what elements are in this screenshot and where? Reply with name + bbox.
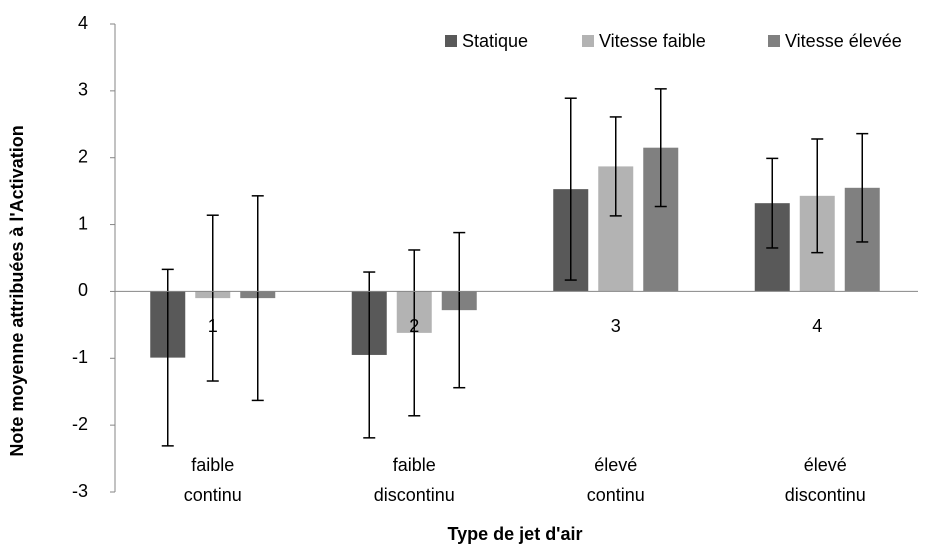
category-annotation: faible [393, 455, 436, 475]
x-tick-label: 3 [611, 316, 621, 336]
legend-swatch [445, 35, 457, 47]
category-annotation: continu [587, 485, 645, 505]
y-tick-label: 2 [78, 146, 88, 166]
y-axis-title: Note moyenne attribuées à l'Activation [7, 125, 27, 456]
category-annotation: discontinu [374, 485, 455, 505]
x-tick-label: 4 [812, 316, 822, 336]
y-tick-label: 1 [78, 213, 88, 233]
x-axis-title: Type de jet d'air [448, 524, 583, 544]
x-tick-label: 1 [208, 316, 218, 336]
legend-label: Vitesse élevée [785, 31, 902, 51]
legend-label: Vitesse faible [599, 31, 706, 51]
legend-swatch [582, 35, 594, 47]
y-tick-label: -1 [72, 347, 88, 367]
category-annotation: élevé [804, 455, 847, 475]
category-annotation: discontinu [785, 485, 866, 505]
category-annotation: élevé [594, 455, 637, 475]
category-annotation: faible [191, 455, 234, 475]
x-tick-label: 2 [409, 316, 419, 336]
y-tick-label: 4 [78, 13, 88, 33]
y-tick-label: -2 [72, 414, 88, 434]
y-tick-label: -3 [72, 481, 88, 501]
legend-label: Statique [462, 31, 528, 51]
legend-swatch [768, 35, 780, 47]
y-tick-label: 0 [78, 280, 88, 300]
y-tick-label: 3 [78, 80, 88, 100]
category-annotation: continu [184, 485, 242, 505]
